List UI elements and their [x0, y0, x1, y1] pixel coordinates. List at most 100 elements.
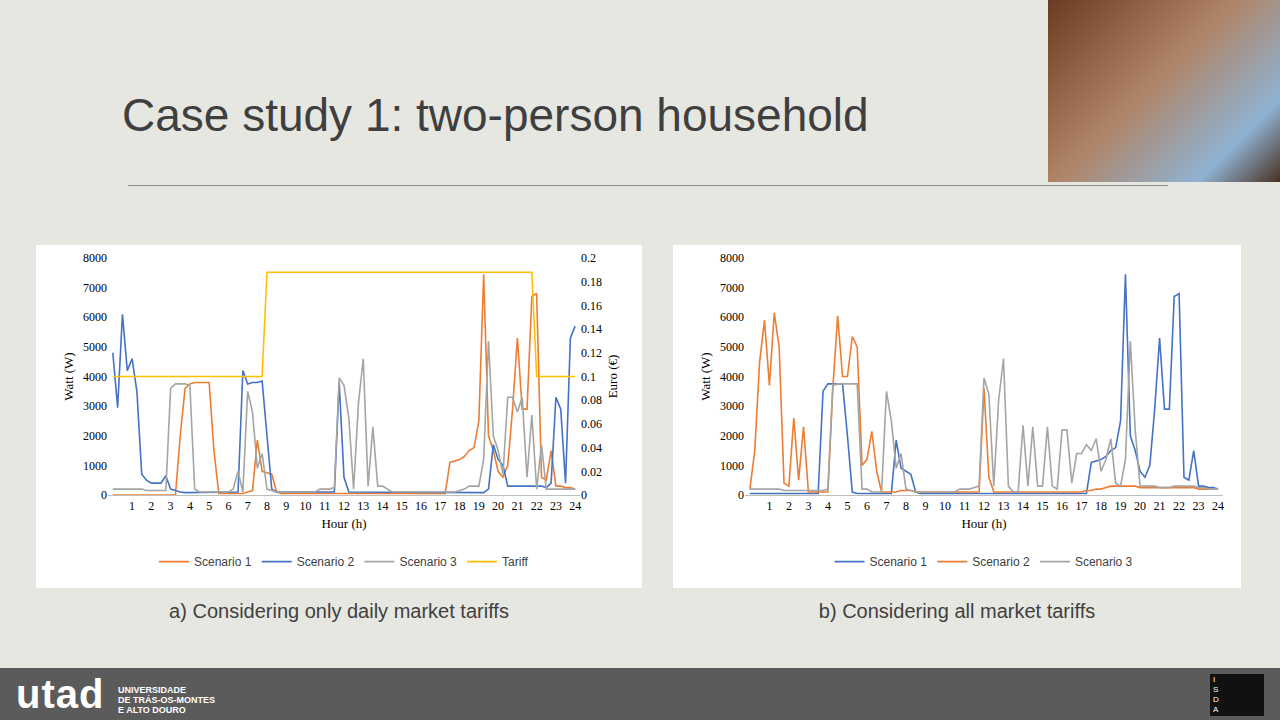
svg-text:14: 14: [377, 499, 389, 513]
svg-text:15: 15: [396, 499, 408, 513]
svg-text:Scenario 2: Scenario 2: [972, 555, 1030, 569]
svg-text:4: 4: [825, 499, 831, 513]
html-text:a) Considering only daily mark: a) Considering only daily market tariffs: [169, 600, 509, 622]
svg-text:11: 11: [319, 499, 331, 513]
svg-text:0.14: 0.14: [581, 322, 602, 336]
svg-text:11: 11: [959, 499, 971, 513]
svg-text:5: 5: [206, 499, 212, 513]
svg-text:5000: 5000: [720, 340, 744, 354]
svg-text:9: 9: [922, 499, 928, 513]
svg-text:0.06: 0.06: [581, 417, 602, 431]
svg-text:Hour (h): Hour (h): [961, 516, 1006, 531]
svg-text:14: 14: [1017, 499, 1029, 513]
svg-text:Hour (h): Hour (h): [321, 516, 366, 531]
svg-text:10: 10: [299, 499, 311, 513]
html-text:I: I: [1213, 675, 1216, 684]
svg-text:2000: 2000: [720, 429, 744, 443]
svg-text:7: 7: [883, 499, 889, 513]
svg-text:5000: 5000: [83, 340, 107, 354]
svg-text:0.18: 0.18: [581, 275, 602, 289]
html-text:utad: utad: [16, 672, 105, 716]
html-text:b) Considering all market tari: b) Considering all market tariffs: [818, 600, 1096, 622]
svg-text:Scenario 3: Scenario 3: [1075, 555, 1133, 569]
svg-text:Watt (W): Watt (W): [61, 352, 76, 400]
svg-text:2: 2: [786, 499, 792, 513]
svg-text:Tariff: Tariff: [502, 555, 528, 569]
svg-text:1000: 1000: [720, 459, 744, 473]
svg-text:17: 17: [1076, 499, 1088, 513]
svg-text:23: 23: [1193, 499, 1205, 513]
svg-text:6: 6: [864, 499, 870, 513]
svg-text:6000: 6000: [720, 310, 744, 324]
svg-text:21: 21: [1154, 499, 1166, 513]
svg-text:20: 20: [1134, 499, 1146, 513]
svg-text:12: 12: [338, 499, 350, 513]
svg-text:Watt (W): Watt (W): [698, 352, 713, 400]
svg-text:23: 23: [550, 499, 562, 513]
svg-text:24: 24: [1212, 499, 1224, 513]
html-text:DE TRÁS-OS-MONTES: DE TRÁS-OS-MONTES: [118, 695, 215, 705]
svg-text:7: 7: [245, 499, 251, 513]
svg-text:3000: 3000: [720, 399, 744, 413]
svg-text:0.08: 0.08: [581, 393, 602, 407]
svg-text:0.12: 0.12: [581, 346, 602, 360]
svg-text:19: 19: [473, 499, 485, 513]
svg-text:17: 17: [434, 499, 446, 513]
svg-text:0.2: 0.2: [581, 251, 596, 265]
svg-text:4000: 4000: [83, 370, 107, 384]
svg-text:24: 24: [569, 499, 581, 513]
svg-text:10: 10: [939, 499, 951, 513]
svg-text:Scenario 2: Scenario 2: [297, 555, 355, 569]
svg-text:8: 8: [903, 499, 909, 513]
svg-text:8: 8: [264, 499, 270, 513]
svg-text:18: 18: [1095, 499, 1107, 513]
svg-text:2000: 2000: [83, 429, 107, 443]
svg-text:21: 21: [511, 499, 523, 513]
svg-text:4: 4: [187, 499, 193, 513]
svg-text:0.02: 0.02: [581, 465, 602, 479]
svg-text:6000: 6000: [83, 310, 107, 324]
html-text:A: A: [1213, 705, 1219, 714]
svg-text:0.04: 0.04: [581, 441, 602, 455]
svg-text:20: 20: [492, 499, 504, 513]
svg-text:2: 2: [148, 499, 154, 513]
svg-text:Scenario 1: Scenario 1: [194, 555, 252, 569]
svg-text:19: 19: [1115, 499, 1127, 513]
svg-text:13: 13: [357, 499, 369, 513]
html-text:UNIVERSIDADE: UNIVERSIDADE: [118, 685, 186, 695]
svg-text:18: 18: [454, 499, 466, 513]
svg-text:0: 0: [581, 488, 587, 502]
html-text:D: D: [1213, 695, 1219, 704]
svg-text:7000: 7000: [83, 281, 107, 295]
html-text:E ALTO DOURO: E ALTO DOURO: [118, 705, 186, 715]
svg-text:1000: 1000: [83, 459, 107, 473]
html-text:Case study 1: two-person house: Case study 1: two-person household: [122, 89, 869, 141]
svg-text:22: 22: [531, 499, 543, 513]
svg-text:8000: 8000: [83, 251, 107, 265]
svg-text:12: 12: [978, 499, 990, 513]
svg-text:Scenario 3: Scenario 3: [399, 555, 457, 569]
svg-text:7000: 7000: [720, 281, 744, 295]
svg-text:1: 1: [766, 499, 772, 513]
svg-text:3: 3: [805, 499, 811, 513]
svg-text:4000: 4000: [720, 370, 744, 384]
svg-text:16: 16: [1056, 499, 1068, 513]
svg-text:1: 1: [129, 499, 135, 513]
svg-text:6: 6: [225, 499, 231, 513]
svg-text:0: 0: [101, 488, 107, 502]
svg-text:5: 5: [844, 499, 850, 513]
svg-text:13: 13: [998, 499, 1010, 513]
svg-text:8000: 8000: [720, 251, 744, 265]
svg-text:9: 9: [283, 499, 289, 513]
svg-text:0.16: 0.16: [581, 299, 602, 313]
svg-text:22: 22: [1173, 499, 1185, 513]
svg-text:3000: 3000: [83, 399, 107, 413]
svg-text:16: 16: [415, 499, 427, 513]
svg-text:15: 15: [1037, 499, 1049, 513]
svg-text:0: 0: [738, 488, 744, 502]
svg-text:3: 3: [168, 499, 174, 513]
svg-text:Euro (€): Euro (€): [605, 355, 620, 399]
html-text:S: S: [1213, 685, 1219, 694]
svg-text:0.1: 0.1: [581, 370, 596, 384]
svg-text:Scenario 1: Scenario 1: [870, 555, 928, 569]
